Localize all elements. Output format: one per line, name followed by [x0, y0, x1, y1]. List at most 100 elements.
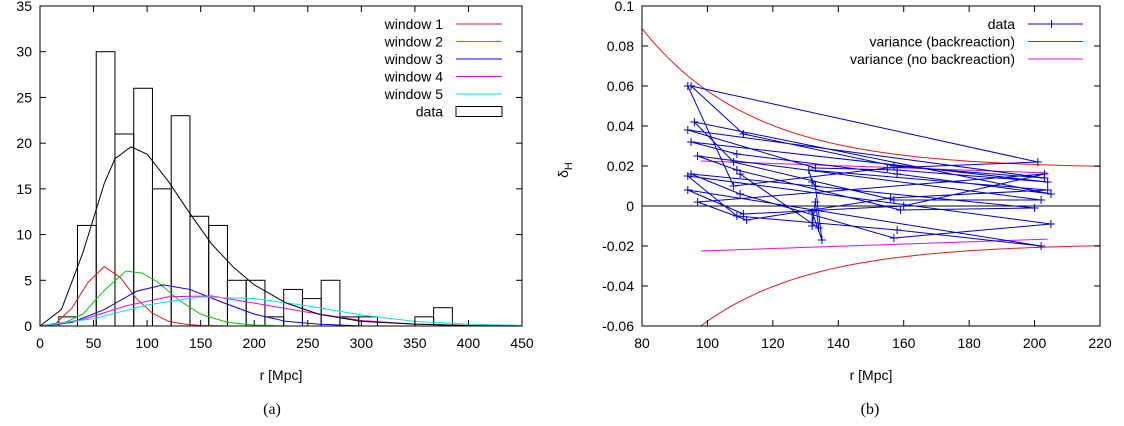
data-point [1046, 190, 1055, 198]
data-point [889, 234, 898, 242]
panel-b-caption: (b) [861, 401, 880, 418]
panel-b-ytick-label: -0.04 [602, 278, 634, 294]
histogram-bar [114, 133, 135, 327]
data-point [729, 182, 738, 190]
data-point [729, 158, 738, 166]
window-curve-2 [39, 270, 287, 327]
data-lines [687, 85, 1052, 247]
legend-label: variance (backreaction) [869, 34, 1015, 50]
panel-a-xtick-label: 200 [243, 335, 267, 351]
panel-b-ytick-label: -0.06 [602, 318, 634, 334]
data-point [683, 172, 692, 180]
panel-a-xtick-label: 50 [86, 335, 102, 351]
fit-curve [39, 146, 523, 327]
data-point [739, 130, 748, 138]
panel-b-xtick-label: 80 [634, 335, 650, 351]
legend-label: window 5 [384, 86, 444, 102]
data-point [893, 226, 902, 234]
panel-b-ytick-label: 0.02 [607, 158, 634, 174]
panel-b-xtick-label: 140 [827, 335, 851, 351]
data-point [1037, 196, 1046, 204]
data-point [886, 194, 895, 202]
histogram-bar [226, 279, 247, 327]
data-point [814, 224, 823, 232]
panel-a-frame [39, 5, 523, 327]
panel-a-xtick-label: 350 [403, 335, 427, 351]
panel-b-ytick-label: 0.04 [607, 118, 634, 134]
data-point [889, 162, 898, 170]
panel-b-plot-area [642, 28, 1100, 326]
panel-a-xtick-label: 150 [189, 335, 213, 351]
data-point [1046, 220, 1055, 228]
data-point [1043, 186, 1052, 194]
data-point [739, 210, 748, 218]
panel-a-xtick-label: 0 [36, 335, 44, 351]
panel-a-ytick-label: 0 [24, 318, 32, 334]
legend-label: variance (no backreaction) [850, 51, 1015, 67]
data-point [896, 206, 905, 214]
variance-backreaction-lower [699, 245, 1100, 326]
histogram-bar [170, 115, 191, 327]
data-point [690, 118, 699, 126]
panel-b-ytick-label: -0.02 [602, 238, 634, 254]
panel-b-ylabel-sub: H [563, 162, 575, 170]
data-point [683, 126, 692, 134]
legend-swatch-box [455, 106, 503, 117]
legend-label: data [416, 104, 443, 120]
data-point [732, 212, 741, 220]
panel-a-ytick-label: 30 [16, 44, 32, 60]
histogram-bar [208, 224, 228, 327]
data-point [811, 198, 820, 206]
data-point [808, 222, 817, 230]
panel-b-ylabel: δH [555, 162, 575, 178]
histogram-bar [151, 188, 172, 327]
panel-b-ylabel-main: δ [555, 170, 571, 178]
panel-a-ytick-label: 20 [16, 135, 32, 151]
panel-a-ytick-label: 10 [16, 227, 32, 243]
panel-a-ytick-label: 5 [24, 272, 32, 288]
histogram-bar [133, 87, 153, 327]
data-point [687, 170, 696, 178]
window-curve-1 [39, 265, 233, 327]
panel-b-xtick-label: 220 [1088, 335, 1112, 351]
legend-label: window 2 [384, 34, 444, 50]
window-curve-3 [39, 284, 362, 327]
legend-label: data [988, 16, 1015, 32]
panel-b-xtick-label: 200 [1023, 335, 1047, 351]
data-point [1040, 170, 1049, 178]
panel-b-ytick-label: 0.08 [607, 38, 634, 54]
svg-text:δH: δH [555, 162, 575, 178]
data-point [693, 198, 702, 206]
data-point [693, 152, 702, 160]
legend-label: window 4 [384, 69, 444, 85]
panel-a-xtick-label: 450 [510, 335, 534, 351]
panel-a-ytick-label: 35 [16, 0, 32, 14]
data-point [1033, 158, 1042, 166]
data-point [742, 216, 751, 224]
data-point [889, 196, 898, 204]
data-point [736, 170, 745, 178]
data-point [899, 202, 908, 210]
panel-b-ytick-label: 0.06 [607, 78, 634, 94]
data-point [808, 178, 817, 186]
data-point [811, 182, 820, 190]
histogram-bar [320, 279, 341, 327]
panel-a-xtick-label: 100 [135, 335, 159, 351]
panel-a-xtick-label: 300 [350, 335, 374, 351]
legend-label: window 3 [384, 51, 444, 67]
data-point [1037, 242, 1046, 250]
data-point [732, 150, 741, 158]
panel-a-histogram: 0 50 100 150 200 250 300 350 400 450 0 5 10 15 20 25 30 3… [16, 0, 533, 351]
panel-a-caption: (a) [263, 401, 281, 418]
data-point [736, 190, 745, 198]
panel-b-xtick-label: 160 [892, 335, 916, 351]
data-point [883, 164, 892, 172]
data-point [817, 236, 826, 244]
data-point [687, 82, 696, 90]
variance-no-backreaction-lower [700, 238, 1048, 252]
window-curve-5 [39, 296, 523, 327]
panel-b-xlabel: r [Mpc] [850, 367, 893, 383]
histogram-bar [95, 51, 116, 327]
legend-label: window 1 [384, 16, 444, 32]
